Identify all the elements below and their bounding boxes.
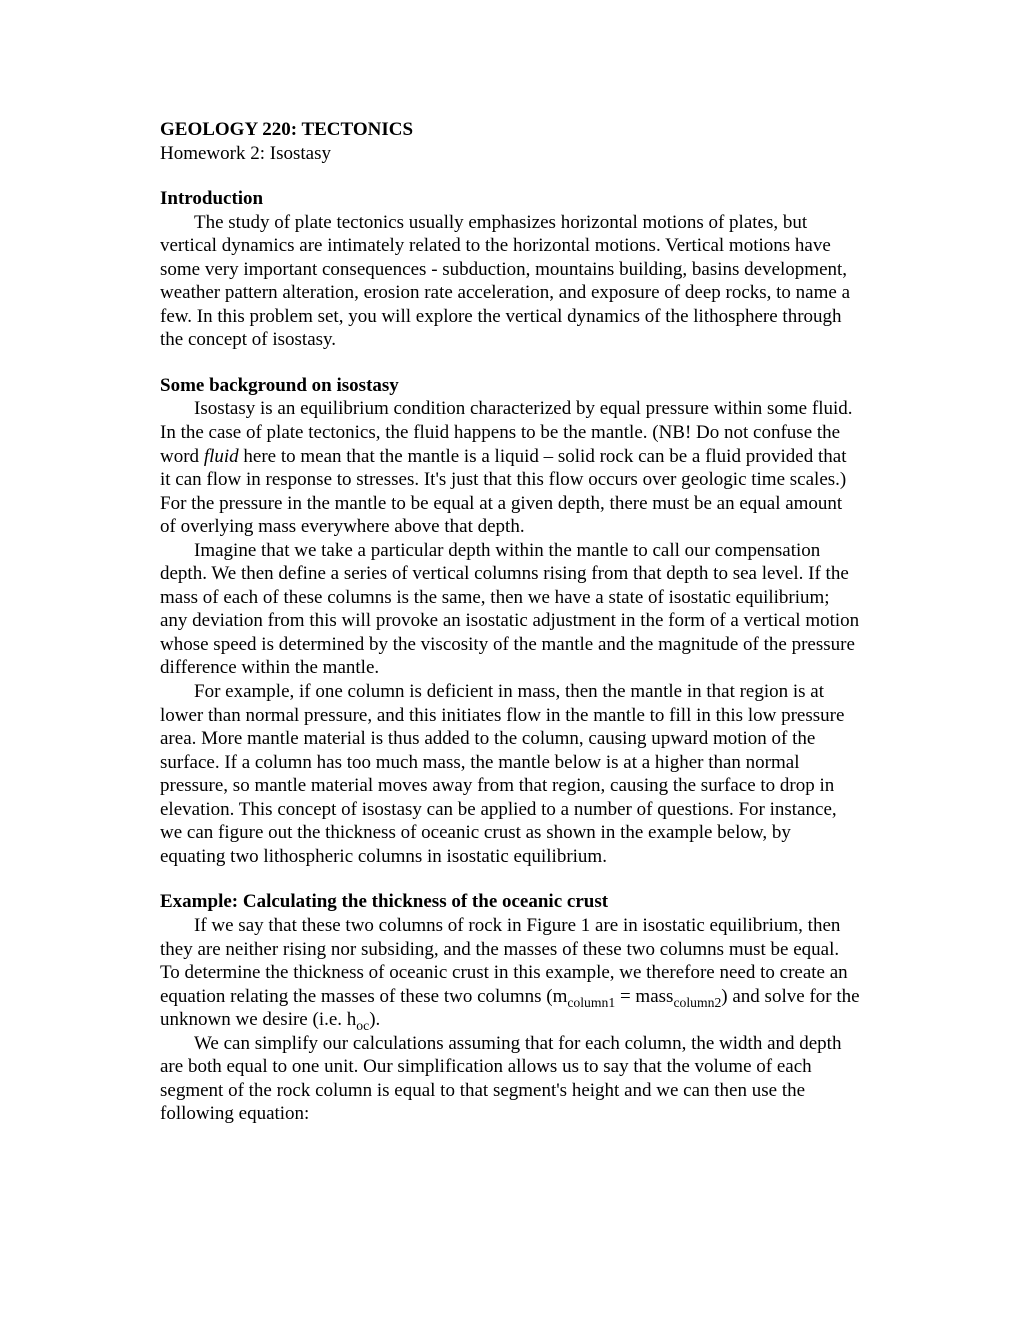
intro-paragraph-1: The study of plate tectonics usually emp… xyxy=(160,211,860,352)
intro-heading: Introduction xyxy=(160,187,860,211)
background-paragraph-3: For example, if one column is deficient … xyxy=(160,680,860,868)
section-introduction: Introduction The study of plate tectonic… xyxy=(160,187,860,352)
section-background: Some background on isostasy Isostasy is … xyxy=(160,374,860,868)
ex-p1-d: ). xyxy=(369,1009,380,1030)
example-paragraph-2: We can simplify our calculations assumin… xyxy=(160,1032,860,1126)
section-example: Example: Calculating the thickness of th… xyxy=(160,890,860,1125)
background-heading: Some background on isostasy xyxy=(160,374,860,398)
background-paragraph-1: Isostasy is an equilibrium condition cha… xyxy=(160,397,860,538)
background-paragraph-2: Imagine that we take a particular depth … xyxy=(160,539,860,680)
course-header: GEOLOGY 220: TECTONICS xyxy=(160,118,860,142)
course-code: GEOLOGY 220: TECTONICS xyxy=(160,119,413,140)
ex-p1-b: = mass xyxy=(615,986,673,1007)
ex-p1-sub2: column2 xyxy=(673,994,721,1009)
bg-p1-italic: fluid xyxy=(204,446,239,467)
example-paragraph-1: If we say that these two columns of rock… xyxy=(160,914,860,1032)
assignment-title: Homework 2: Isostasy xyxy=(160,142,860,166)
bg-p1-after: here to mean that the mantle is a liquid… xyxy=(160,446,846,538)
ex-p1-sub3: oc xyxy=(356,1018,369,1033)
example-heading: Example: Calculating the thickness of th… xyxy=(160,890,860,914)
ex-p1-sub1: column1 xyxy=(567,994,615,1009)
